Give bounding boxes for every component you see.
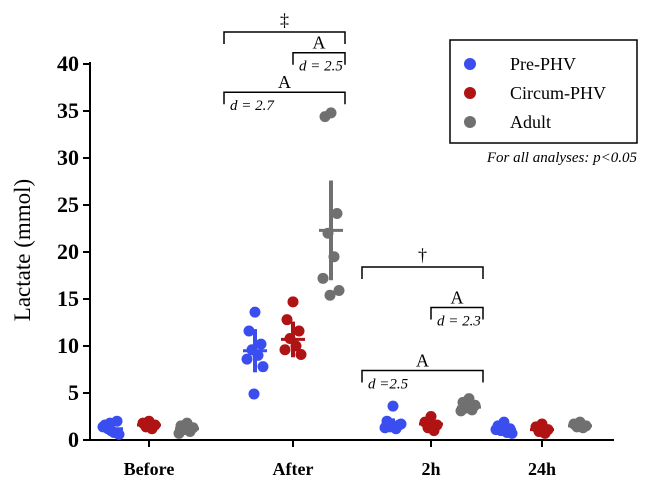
legend-label: Pre-PHV <box>510 54 576 74</box>
data-point <box>248 388 260 400</box>
x-tick-label: 24h <box>528 459 556 479</box>
data-point <box>331 207 343 219</box>
significance-bracket <box>292 51 346 65</box>
data-point <box>295 348 307 360</box>
legend-marker <box>464 58 476 70</box>
data-point <box>243 325 255 337</box>
data-point <box>287 296 299 308</box>
significance-symbol: ‡ <box>280 10 289 30</box>
y-axis-title: Lactate (mmol) <box>10 179 35 321</box>
legend: Pre-PHV Circum-PHV Adult <box>449 39 638 144</box>
legend-marker <box>464 116 476 128</box>
data-point <box>255 338 267 350</box>
x-tick-label: Before <box>124 459 175 479</box>
data-point <box>293 325 305 337</box>
legend-label: Adult <box>510 112 551 132</box>
legend-box <box>449 39 638 144</box>
effect-size-label: d = 2.3 <box>437 313 481 329</box>
axes: 0 5 10 15 20 25 30 35 40 Before After 2h 24h <box>57 51 614 479</box>
y-tick-label: 15 <box>57 286 79 311</box>
data-point <box>241 353 253 365</box>
significance-bracket <box>223 31 346 45</box>
data-point <box>387 400 399 412</box>
effect-size-label: d = 2.5 <box>299 59 343 75</box>
significance-bracket <box>430 306 484 320</box>
significance-letter: A <box>451 287 464 307</box>
data-point <box>257 361 269 373</box>
significance-symbol: † <box>418 245 427 265</box>
legend-marker <box>464 87 476 99</box>
y-tick-label: 35 <box>57 98 79 123</box>
x-tick-label: After <box>273 459 314 479</box>
significance-bracket <box>223 91 346 105</box>
y-tick-label: 10 <box>57 333 79 358</box>
data-point <box>113 428 125 440</box>
y-tick-label: 0 <box>68 427 79 452</box>
data-point <box>333 285 345 297</box>
data-point <box>319 111 331 123</box>
y-tick-label: 40 <box>57 51 79 76</box>
x-tick-label: 2h <box>421 459 440 479</box>
data-point <box>279 344 291 356</box>
data-point <box>317 272 329 284</box>
significance-letter: A <box>313 33 326 53</box>
data-marks <box>97 107 592 440</box>
effect-size-label: d =2.5 <box>368 376 409 392</box>
legend-label: Circum-PHV <box>510 83 606 103</box>
y-tick-label: 30 <box>57 145 79 170</box>
significance-bracket <box>361 266 484 280</box>
y-tick-label: 25 <box>57 192 79 217</box>
significance-note: For all analyses: p<0.05 <box>486 150 638 166</box>
effect-size-label: d = 2.7 <box>230 98 275 114</box>
significance-bracket <box>361 369 484 383</box>
significance-letter: A <box>416 350 429 370</box>
significance-annotations: ‡ Ad = 2.5 Ad = 2.7 † Ad = 2.3 Ad =2.5 <box>223 10 484 392</box>
data-point <box>249 306 261 318</box>
y-tick-label: 5 <box>68 380 79 405</box>
significance-letter: A <box>278 72 291 92</box>
data-point <box>281 314 293 326</box>
data-point <box>173 427 185 439</box>
y-tick-label: 20 <box>57 239 79 264</box>
data-point <box>324 289 336 301</box>
